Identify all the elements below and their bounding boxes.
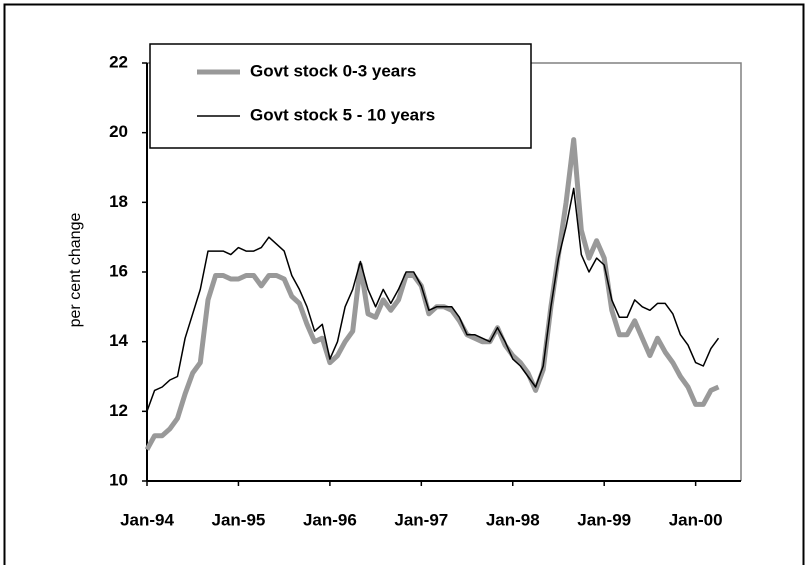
- x-tick-label: Jan-95: [212, 510, 266, 529]
- y-tick-label: 22: [109, 52, 128, 71]
- x-tick-label: Jan-00: [669, 510, 723, 529]
- y-tick-label: 14: [109, 331, 128, 350]
- series-line: [146, 187, 720, 412]
- y-tick-label: 20: [109, 122, 128, 141]
- frame: [3, 3, 805, 565]
- y-tick-label: 10: [109, 470, 128, 489]
- x-tick-label: Jan-94: [120, 510, 174, 529]
- x-tick-label: Jan-98: [486, 510, 540, 529]
- legend-box: [149, 43, 532, 149]
- x-tick-label: Jan-97: [394, 510, 448, 529]
- y-axis-label: per cent change: [67, 213, 84, 328]
- legend-label: Govt stock 0-3 years: [250, 61, 416, 80]
- legend-label: Govt stock 5 - 10 years: [250, 105, 435, 124]
- series-line: [144, 137, 720, 451]
- y-tick-label: 16: [109, 261, 128, 280]
- y-tick-label: 18: [109, 192, 128, 211]
- plot: 10 12 14 16 18 20 22 Jan-94 Jan-95 Jan-96 Jan-97 Ja…: [109, 52, 741, 529]
- legend: Govt stock 0-3 years Govt stock 5 - 10 ye…: [149, 43, 532, 149]
- x-tick-label: Jan-99: [577, 510, 631, 529]
- x-tick-label: Jan-96: [303, 510, 357, 529]
- y-tick-label: 12: [109, 401, 128, 420]
